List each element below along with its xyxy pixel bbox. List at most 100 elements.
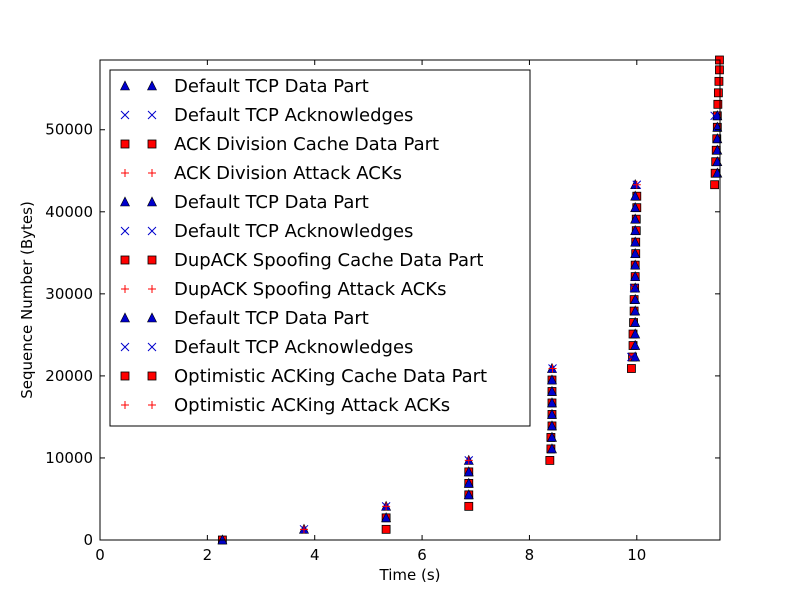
legend-label: Default TCP Data Part — [174, 192, 369, 213]
y-tick-label: 20000 — [45, 367, 93, 385]
y-tick-label: 30000 — [45, 285, 93, 303]
data-point — [630, 247, 641, 258]
data-point — [546, 420, 557, 431]
legend-marker — [147, 196, 157, 207]
x-tick-label: 2 — [203, 546, 213, 564]
legend-label: Default TCP Acknowledges — [174, 221, 413, 242]
data-point — [713, 99, 723, 109]
data-point — [630, 190, 641, 201]
data-point — [381, 512, 392, 523]
y-axis-label: Sequence Number (Bytes) — [18, 201, 36, 399]
data-point — [630, 339, 641, 350]
legend-marker — [147, 312, 157, 323]
data-point — [463, 477, 474, 488]
data-point — [546, 431, 557, 442]
legend-label: DupACK Spoofing Attack ACKs — [174, 279, 447, 300]
x-axis-label: Time (s) — [379, 566, 441, 584]
legend-marker — [120, 196, 130, 207]
data-point — [630, 213, 641, 224]
data-point — [710, 180, 720, 190]
legend-label: ACK Division Cache Data Part — [174, 134, 439, 155]
legend-marker — [120, 342, 130, 352]
data-point — [545, 456, 555, 465]
x-tick-label: 10 — [627, 546, 646, 564]
legend-label: Default TCP Data Part — [174, 76, 369, 97]
data-point — [382, 502, 391, 511]
data-point — [630, 316, 641, 327]
y-tick-label: 0 — [83, 531, 93, 549]
data-point — [630, 270, 641, 281]
x-tick-label: 0 — [95, 546, 105, 564]
legend-label: Default TCP Acknowledges — [174, 337, 413, 358]
y-tick-label: 40000 — [45, 203, 93, 221]
legend-marker — [120, 139, 130, 149]
legend-marker — [121, 285, 129, 293]
legend-item: Optimistic ACKing Attack ACKs — [121, 395, 450, 416]
data-point — [630, 305, 641, 316]
data-point — [627, 352, 636, 362]
data-point — [630, 202, 641, 212]
data-point — [546, 408, 557, 419]
data-point — [381, 524, 391, 534]
data-point — [463, 489, 474, 500]
legend-label: Default TCP Data Part — [174, 308, 369, 329]
data-point — [299, 525, 308, 534]
legend-marker — [121, 169, 129, 177]
legend-label: DupACK Spoofing Cache Data Part — [174, 250, 484, 271]
legend-item: Default TCP Acknowledges — [120, 105, 413, 126]
legend-marker — [147, 226, 157, 236]
legend-item: Default TCP Data Part — [120, 308, 369, 329]
data-point — [714, 76, 724, 86]
legend-marker — [120, 110, 130, 120]
legend-marker — [147, 80, 157, 91]
legend-label: Optimistic ACKing Cache Data Part — [174, 366, 487, 387]
legend-item: Optimistic ACKing Cache Data Part — [120, 366, 487, 387]
data-point — [546, 397, 557, 408]
legend-marker — [120, 371, 130, 381]
data-point — [630, 259, 641, 270]
legend-item: ACK Division Cache Data Part — [120, 134, 439, 155]
legend-marker — [147, 342, 157, 352]
legend-item: DupACK Spoofing Attack ACKs — [121, 279, 447, 300]
legend-item: Default TCP Acknowledges — [120, 337, 413, 358]
legend-marker — [147, 371, 157, 381]
legend-marker — [120, 255, 130, 265]
series-4 — [299, 180, 641, 534]
data-point — [713, 88, 723, 98]
legend-item: DupACK Spoofing Cache Data Part — [120, 250, 484, 271]
legend-marker — [120, 80, 130, 91]
legend: Default TCP Data Part Default TCP Acknowl… — [109, 69, 531, 427]
data-point — [463, 466, 474, 477]
data-point — [630, 236, 641, 247]
data-point — [548, 364, 557, 373]
y-tick-label: 50000 — [45, 121, 93, 139]
legend-marker — [120, 312, 130, 323]
data-point — [632, 180, 641, 189]
data-point — [630, 224, 641, 235]
legend-box — [109, 69, 531, 427]
data-point — [546, 385, 557, 396]
data-point — [710, 111, 719, 121]
x-tick-label: 8 — [525, 546, 535, 564]
legend-marker — [147, 110, 157, 120]
plot-frame — [99, 59, 721, 541]
data-point — [629, 283, 639, 293]
legend-marker — [148, 285, 156, 293]
legend-item: Default TCP Acknowledges — [120, 221, 413, 242]
legend-marker — [147, 139, 157, 149]
x-tick-label: 6 — [417, 546, 427, 564]
legend-marker — [121, 401, 129, 409]
data-point — [464, 456, 473, 465]
data-point — [546, 443, 557, 454]
data-point — [464, 501, 474, 511]
data-point — [627, 364, 636, 373]
x-tick-label: 4 — [310, 546, 320, 564]
y-tick-label: 10000 — [45, 449, 93, 467]
data-point — [546, 374, 557, 385]
legend-label: Optimistic ACKing Attack ACKs — [174, 395, 450, 416]
legend-item: Default TCP Data Part — [120, 192, 369, 213]
legend-item: Default TCP Data Part — [120, 76, 369, 97]
legend-marker — [120, 226, 130, 236]
